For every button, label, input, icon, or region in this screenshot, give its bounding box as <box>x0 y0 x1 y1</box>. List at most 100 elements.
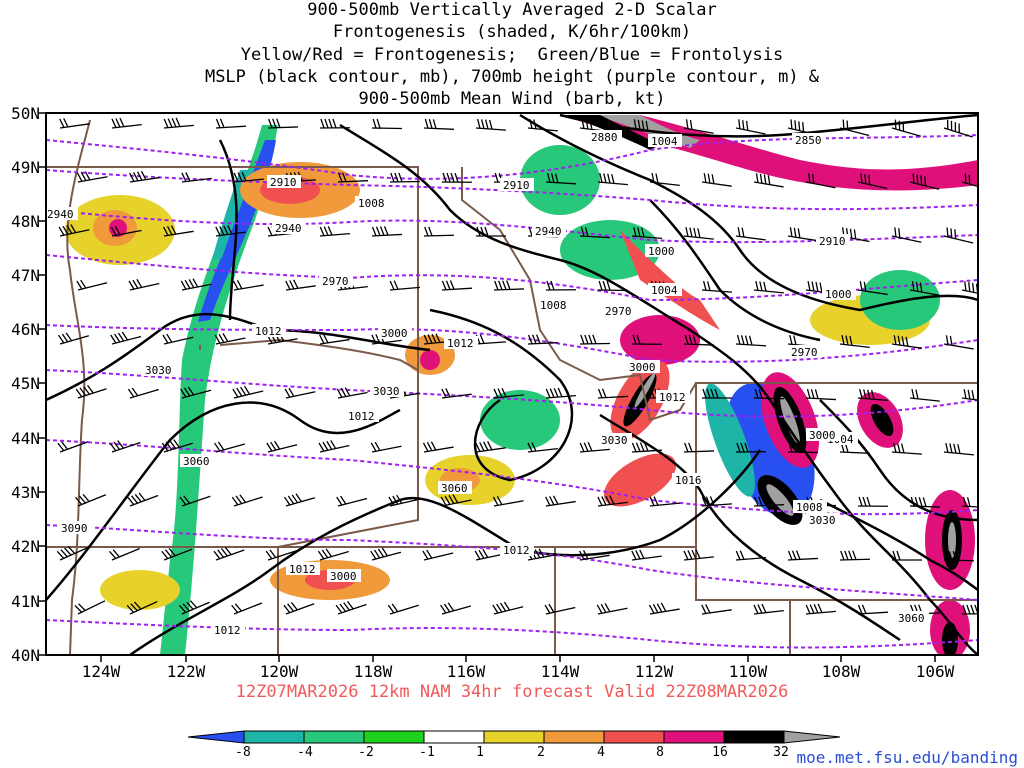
wind-barb <box>56 546 88 561</box>
wind-barb <box>76 279 108 291</box>
svg-text:2910: 2910 <box>503 179 530 192</box>
wind-barb <box>839 119 870 137</box>
height-label: 3030 <box>142 363 176 377</box>
wind-barb <box>943 335 974 350</box>
wind-barb <box>701 604 732 615</box>
svg-text:2880: 2880 <box>591 131 618 144</box>
wind-barb <box>961 389 978 403</box>
wind-barb <box>648 602 680 615</box>
lon-label: 118W <box>353 662 393 681</box>
svg-text:3030: 3030 <box>145 364 172 377</box>
mslp-label: 1012 <box>211 623 245 637</box>
wind-barb <box>74 600 106 615</box>
height-label: 3090 <box>58 521 92 535</box>
wind-barb <box>422 549 454 561</box>
wind-barb <box>232 279 264 291</box>
wind-barb <box>545 280 577 291</box>
wind-barb <box>857 388 888 402</box>
wind-barb <box>943 442 974 456</box>
title-line: Yellow/Red = Frontogenesis; Green/Blue =… <box>240 45 784 65</box>
wind-barb <box>58 224 90 237</box>
wind-barb <box>891 119 922 137</box>
mslp-label: 1000 <box>822 287 856 301</box>
wind-barb <box>631 334 663 345</box>
wind-barb <box>527 442 558 453</box>
wind-barb <box>370 547 402 561</box>
wind-barb <box>179 495 211 507</box>
wind-barb <box>440 494 472 507</box>
lon-label: 114W <box>540 662 580 681</box>
lon-label: 124W <box>81 662 121 681</box>
mslp-label: 1012 <box>656 390 690 404</box>
wind-barb <box>108 547 140 561</box>
wind-barb <box>180 386 212 399</box>
mslp-label: 1004 <box>648 283 682 297</box>
wind-barb <box>961 173 978 191</box>
wind-barb <box>231 602 263 615</box>
wind-barb <box>787 550 818 561</box>
wind-barb <box>943 119 973 138</box>
wind-barb <box>423 118 454 130</box>
lon-label: 122W <box>166 662 206 681</box>
wind-barb <box>371 226 402 237</box>
lat-label: 44N <box>11 429 40 448</box>
height-label: 2970 <box>319 274 353 288</box>
colorbar-swatch <box>543 730 605 744</box>
height-label: 3000 <box>378 326 412 340</box>
lon-label: 110W <box>728 662 768 681</box>
wind-barb <box>631 549 662 561</box>
wind-barb <box>283 493 316 507</box>
wind-barb <box>961 604 978 615</box>
svg-text:3060: 3060 <box>441 482 468 495</box>
wind-barb <box>909 389 940 402</box>
mslp-label: 1008 <box>355 196 389 210</box>
wind-barb <box>319 226 350 237</box>
wind-barb <box>75 493 107 507</box>
wind-barb <box>683 227 714 240</box>
wind-barb <box>387 603 419 615</box>
wind-barb <box>701 496 732 507</box>
mslp-label: 1012 <box>252 324 286 338</box>
wind-barb <box>735 227 766 241</box>
height-label: 2970 <box>602 304 636 318</box>
wind-barb <box>805 173 836 189</box>
svg-text:1000: 1000 <box>825 288 852 301</box>
wind-barb <box>476 226 506 237</box>
svg-text:1008: 1008 <box>358 197 385 210</box>
svg-text:3030: 3030 <box>373 385 400 398</box>
svg-text:3000: 3000 <box>381 327 408 340</box>
svg-text:3060: 3060 <box>898 612 925 625</box>
wind-barb <box>389 172 421 183</box>
wind-barb <box>702 388 732 399</box>
wind-barb <box>76 171 108 183</box>
height-label: 2940 <box>44 207 78 221</box>
wind-barb <box>75 385 107 399</box>
wind-barb <box>857 173 888 190</box>
colorbar-label: -4 <box>297 745 313 760</box>
svg-text:2970: 2970 <box>605 305 632 318</box>
wind-barb <box>631 119 662 134</box>
wind-barb <box>545 172 576 185</box>
svg-text:3030: 3030 <box>809 514 836 527</box>
svg-text:1012: 1012 <box>348 410 375 423</box>
wind-barb <box>110 225 142 237</box>
source-url: moe.met.fsu.edu/banding <box>796 748 1018 767</box>
mslp-label: 1012 <box>444 336 478 350</box>
height-label: 3030 <box>806 513 840 527</box>
wind-barb <box>735 550 766 561</box>
wind-barb <box>129 170 160 183</box>
wind-barb <box>909 496 941 508</box>
height-label: 2850 <box>792 133 826 147</box>
wind-barb <box>527 118 558 132</box>
colorbar-swatch <box>663 730 725 744</box>
wind-barb <box>440 602 472 615</box>
wind-barb <box>441 172 473 183</box>
lon-label: 106W <box>915 662 955 681</box>
svg-text:1004: 1004 <box>651 284 678 297</box>
title-line: Frontogenesis (shaded, K/6hr/100km) <box>332 22 692 42</box>
wind-barb <box>233 171 264 183</box>
wind-barb <box>180 278 212 291</box>
wind-barb <box>59 118 90 129</box>
svg-text:1012: 1012 <box>214 624 241 637</box>
